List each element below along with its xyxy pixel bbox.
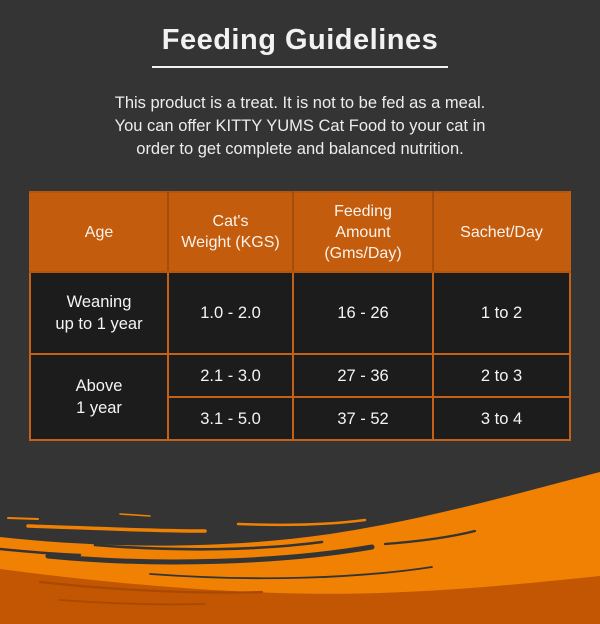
cell-amount: 16 - 26 [292,271,434,355]
header-sachet: Sachet/Day [432,191,571,273]
feeding-guidelines-card: Feeding Guidelines This product is a tre… [0,24,600,441]
cell-age: Weaning up to 1 year [29,271,169,355]
header-feeding-amount: Feeding Amount (Gms/Day) [292,191,434,273]
header-row: Age Cat's Weight (KGS) Feeding Amount (G… [29,191,571,273]
table-row: Above 1 year 2.1 - 3.0 27 - 36 2 to 3 [29,353,571,441]
cell-sachet: 1 to 2 [432,271,571,355]
cell-amount: 37 - 52 [292,396,434,441]
header-weight: Cat's Weight (KGS) [167,191,294,273]
cell-weight: 1.0 - 2.0 [167,271,294,355]
feeding-table-header: Age Cat's Weight (KGS) Feeding Amount (G… [29,191,571,273]
feeding-table: Age Cat's Weight (KGS) Feeding Amount (G… [29,191,571,441]
intro-text: This product is a treat. It is not to be… [114,94,486,158]
title-wrap: Feeding Guidelines [0,24,600,68]
brush-swoosh-decoration [0,472,600,624]
cell-amount: 27 - 36 [292,353,434,398]
cell-sachet: 3 to 4 [432,396,571,441]
table-row: 3.1 - 5.0 37 - 52 3 to 4 [30,396,571,441]
cell-age: Above 1 year [29,353,169,441]
cell-weight: 3.1 - 5.0 [167,396,294,441]
page-title: Feeding Guidelines [151,24,449,68]
cell-weight: 2.1 - 3.0 [167,353,294,398]
table-row: Weaning up to 1 year 1.0 - 2.0 16 - 26 1… [29,271,571,355]
cell-sachet: 2 to 3 [432,353,571,398]
header-age: Age [29,191,169,273]
